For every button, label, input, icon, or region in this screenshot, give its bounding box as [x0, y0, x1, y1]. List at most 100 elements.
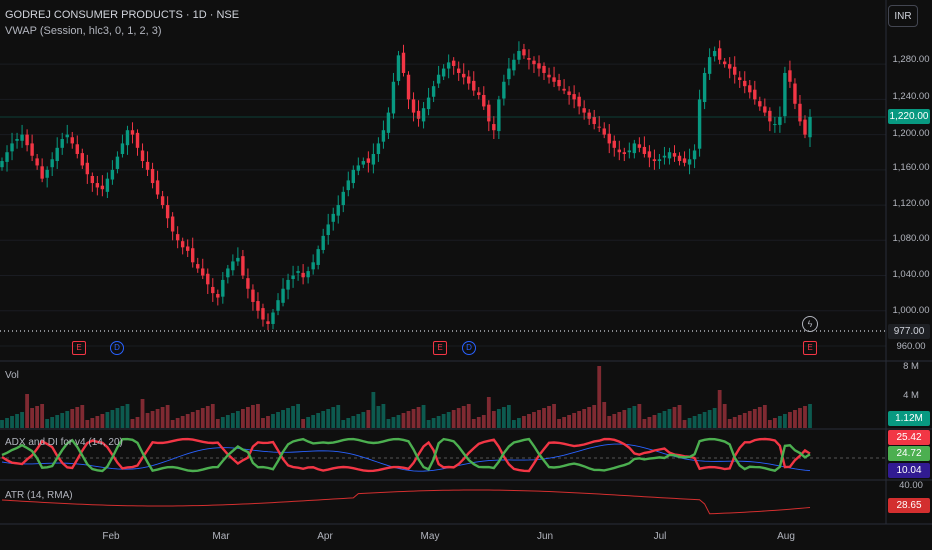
- earnings-marker[interactable]: E: [433, 341, 447, 355]
- dividend-marker[interactable]: D: [462, 341, 476, 355]
- candle-body: [85, 162, 90, 175]
- volume-bar: [732, 417, 737, 428]
- volume-bar: [30, 408, 35, 428]
- volume-bar: [235, 411, 240, 428]
- currency-button[interactable]: INR: [888, 5, 918, 27]
- volume-bar: [727, 419, 732, 428]
- candle-body: [196, 264, 200, 269]
- volume-bar: [617, 412, 622, 428]
- adx-pane-label[interactable]: ADX and DI for v4 (14, 20): [5, 437, 123, 448]
- volume-bar: [697, 414, 702, 428]
- adx-badge: 10.04: [888, 463, 930, 478]
- candle-body: [246, 278, 250, 289]
- atr-line: [1, 489, 811, 515]
- volume-bar: [175, 418, 180, 428]
- volume-bar: [220, 417, 225, 428]
- volume-bar: [662, 411, 667, 428]
- candle-body: [241, 256, 245, 276]
- dividend-marker[interactable]: D: [110, 341, 124, 355]
- volume-bar: [376, 406, 381, 428]
- volume-bar: [331, 407, 336, 428]
- volume-bar: [777, 416, 782, 428]
- volume-bar: [406, 411, 411, 428]
- volume-bar: [692, 416, 697, 428]
- volume-bar: [582, 409, 587, 428]
- candle-body: [55, 147, 59, 162]
- volume-bar: [788, 412, 792, 428]
- candle-body: [562, 88, 566, 91]
- di-plus-line: [1, 437, 811, 473]
- candle-body: [80, 153, 84, 166]
- volume-bar: [185, 414, 190, 428]
- volume-bar: [421, 405, 426, 428]
- volume-bar: [140, 399, 145, 428]
- volume-bar: [542, 408, 546, 428]
- volume-bar: [652, 415, 657, 428]
- candle-body: [110, 169, 115, 180]
- candle-body: [336, 205, 340, 216]
- candle-body: [391, 81, 396, 114]
- volume-bar: [657, 413, 662, 428]
- volume-bar: [491, 411, 496, 428]
- volume-bar: [110, 410, 115, 428]
- volume-bar: [722, 404, 727, 428]
- candle-body: [717, 48, 722, 60]
- candle-body: [722, 61, 727, 65]
- volume-bar: [506, 405, 511, 428]
- candle-body: [456, 68, 461, 73]
- vwap-indicator-label[interactable]: VWAP (Session, hlc3, 0, 1, 2, 3): [5, 25, 162, 37]
- last-price-badge: 1,220.00: [888, 109, 930, 124]
- volume-bar: [612, 414, 617, 428]
- candle-body: [115, 156, 120, 169]
- di-minus-badge: 25.42: [888, 430, 930, 445]
- candle-body: [216, 294, 220, 298]
- volume-bar: [426, 420, 431, 428]
- candle-body: [482, 94, 486, 107]
- grid-lines: [0, 63, 886, 347]
- volume-bar: [70, 409, 75, 428]
- volume-bar: [411, 409, 416, 428]
- volume-bar: [266, 416, 270, 428]
- volume-bar: [572, 413, 577, 428]
- candle-body: [386, 112, 391, 133]
- volume-bar: [622, 410, 627, 428]
- candle-body: [502, 81, 506, 99]
- volume-bar: [20, 412, 24, 428]
- volume-bar: [55, 415, 60, 428]
- volume-bar: [446, 412, 451, 428]
- earnings-marker[interactable]: E: [72, 341, 86, 355]
- volume-bar: [145, 413, 150, 428]
- volume-bar: [476, 417, 481, 428]
- symbol-title[interactable]: GODREJ CONSUMER PRODUCTS · 1D · NSE: [5, 9, 240, 21]
- volume-bar: [798, 408, 802, 428]
- candle-body: [557, 80, 561, 87]
- volume-pane-label[interactable]: Vol: [5, 370, 19, 381]
- volume-bar: [557, 419, 561, 428]
- earnings-marker[interactable]: E: [803, 341, 817, 355]
- volume-bar: [225, 415, 230, 428]
- candle-body: [130, 130, 135, 135]
- candle-body: [612, 140, 616, 148]
- volume-bar: [767, 420, 772, 428]
- atr-pane-label[interactable]: ATR (14, RMA): [5, 490, 73, 501]
- volume-tick: 4 M: [903, 390, 919, 401]
- candle-body: [707, 57, 712, 74]
- candle-body: [421, 108, 426, 122]
- price-tick: 1,120.00: [892, 198, 930, 209]
- adx-lines: [0, 437, 886, 473]
- candle-body: [356, 165, 361, 171]
- candle-body: [251, 289, 255, 302]
- dotted-level-badge: 977.00: [888, 324, 930, 339]
- volume-bar: [271, 414, 275, 428]
- volume-bar: [547, 406, 551, 428]
- volume-bar: [215, 419, 220, 428]
- volume-bar: [95, 416, 100, 428]
- lightning-icon[interactable]: ϟ: [802, 316, 818, 332]
- volume-bar: [45, 419, 50, 428]
- time-label: Mar: [212, 531, 230, 542]
- candle-body: [712, 50, 717, 57]
- volume-bar: [10, 416, 14, 428]
- volume-bar: [261, 418, 265, 428]
- candle-body: [135, 132, 140, 148]
